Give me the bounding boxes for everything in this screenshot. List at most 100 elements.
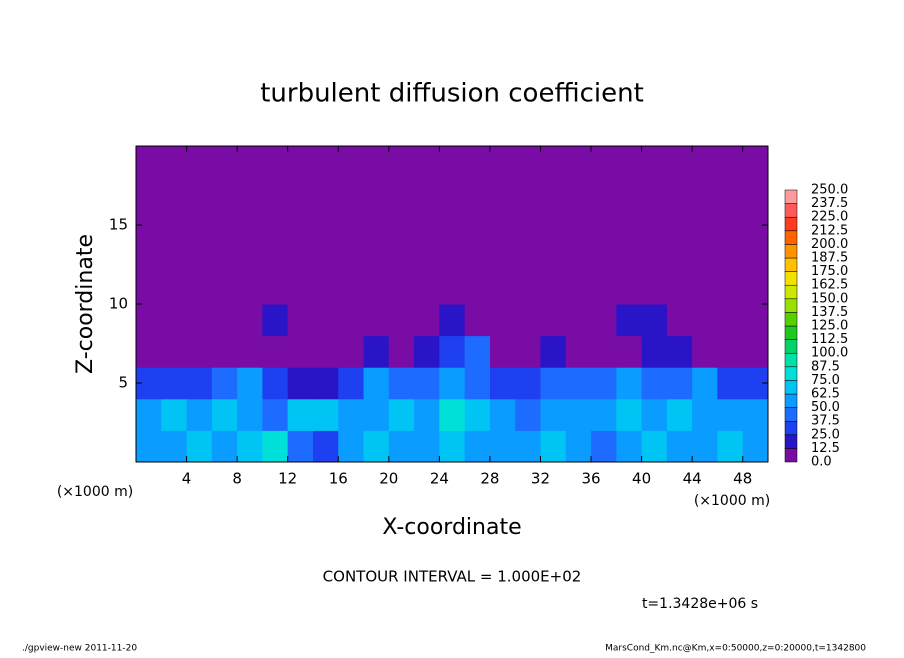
contour-interval: CONTOUR INTERVAL = 1.000E+02 bbox=[323, 568, 582, 586]
heat-cell bbox=[136, 398, 162, 431]
heat-cell bbox=[312, 272, 339, 305]
y-axis-label: Z-coordinate bbox=[73, 234, 98, 374]
heat-cell bbox=[515, 430, 541, 463]
x-axis-label: X-coordinate bbox=[382, 515, 521, 540]
heat-cell bbox=[565, 240, 592, 273]
heat-cell bbox=[489, 398, 516, 431]
heat-cell bbox=[666, 177, 693, 210]
heat-cell bbox=[136, 430, 162, 463]
heat-cell bbox=[388, 240, 415, 273]
heat-cell bbox=[439, 335, 466, 368]
heat-cell bbox=[717, 177, 744, 210]
heat-cell bbox=[388, 177, 415, 210]
x-tick-label: 28 bbox=[480, 470, 499, 488]
heat-cell bbox=[211, 430, 238, 463]
heat-cell bbox=[666, 209, 693, 242]
x-tick-label: 16 bbox=[329, 470, 348, 488]
heat-cell bbox=[540, 398, 567, 431]
heat-cell bbox=[489, 177, 516, 210]
heat-cell bbox=[591, 304, 617, 337]
x-unit: (×1000 m) bbox=[694, 493, 770, 509]
heat-cell bbox=[565, 430, 592, 463]
heat-cell bbox=[338, 304, 365, 337]
heat-cell bbox=[414, 177, 440, 210]
heat-cell bbox=[717, 335, 744, 368]
heat-cell bbox=[287, 335, 314, 368]
colorbar-swatch bbox=[784, 312, 798, 327]
heat-cell bbox=[211, 240, 238, 273]
heat-cell bbox=[717, 304, 744, 337]
heat-cell bbox=[540, 367, 567, 400]
heat-cell bbox=[186, 335, 213, 368]
heat-cell bbox=[211, 272, 238, 305]
heat-cell bbox=[414, 430, 440, 463]
heat-cell bbox=[717, 209, 744, 242]
x-tick-label: 40 bbox=[632, 470, 651, 488]
heat-cell bbox=[489, 209, 516, 242]
colorbar-label: 150.0 bbox=[811, 291, 848, 306]
heat-cell bbox=[464, 367, 491, 400]
heat-cell bbox=[262, 398, 289, 431]
heat-cell bbox=[464, 209, 491, 242]
heat-cell bbox=[388, 272, 415, 305]
y-unit: (×1000 m) bbox=[57, 484, 133, 500]
heat-cell bbox=[414, 240, 440, 273]
colorbar-label: 100.0 bbox=[811, 346, 848, 361]
heat-cell bbox=[262, 272, 289, 305]
heat-cell bbox=[742, 304, 769, 337]
colorbar-label: 37.5 bbox=[811, 414, 840, 429]
colorbar-label: 0.0 bbox=[811, 455, 832, 470]
x-tick-label: 4 bbox=[182, 470, 192, 488]
heat-cell bbox=[540, 146, 567, 179]
heat-cell bbox=[414, 304, 440, 337]
colorbar-swatch bbox=[784, 380, 798, 395]
heat-cell bbox=[692, 146, 718, 179]
heat-cell bbox=[211, 304, 238, 337]
heat-cell bbox=[287, 209, 314, 242]
x-tick-label: 44 bbox=[683, 470, 702, 488]
y-tick-label: 5 bbox=[118, 374, 128, 392]
heat-cell bbox=[136, 304, 162, 337]
time-label: t=1.3428e+06 s bbox=[642, 596, 758, 612]
colorbar-label: 125.0 bbox=[811, 319, 848, 334]
heat-cell bbox=[287, 304, 314, 337]
colorbar-swatch bbox=[784, 189, 798, 204]
heat-cell bbox=[666, 240, 693, 273]
chart-title: turbulent diffusion coefficient bbox=[260, 79, 644, 109]
heat-cell bbox=[161, 398, 188, 431]
heat-cell bbox=[237, 209, 263, 242]
heat-cell bbox=[540, 209, 567, 242]
heat-cell bbox=[489, 146, 516, 179]
colorbar-label: 250.0 bbox=[811, 183, 848, 198]
heat-cell bbox=[616, 367, 643, 400]
heat-cell bbox=[287, 398, 314, 431]
heat-cell bbox=[717, 367, 744, 400]
colorbar-label: 212.5 bbox=[811, 223, 848, 238]
heat-cell bbox=[363, 177, 390, 210]
heat-cell bbox=[312, 430, 339, 463]
heat-cell bbox=[540, 304, 567, 337]
heat-cell bbox=[262, 304, 289, 337]
heat-cell bbox=[136, 146, 162, 179]
colorbar-label: 12.5 bbox=[811, 441, 840, 456]
heat-cell bbox=[666, 430, 693, 463]
heat-cell bbox=[136, 240, 162, 273]
heat-cell bbox=[211, 398, 238, 431]
heat-cell bbox=[666, 398, 693, 431]
colorbar-label: 25.0 bbox=[811, 427, 840, 442]
heat-cell bbox=[565, 304, 592, 337]
heat-cell bbox=[591, 367, 617, 400]
colorbar-label: 162.5 bbox=[811, 278, 848, 293]
heat-cell bbox=[414, 146, 440, 179]
heat-cell bbox=[312, 240, 339, 273]
heat-cell bbox=[464, 430, 491, 463]
heat-cell bbox=[439, 430, 466, 463]
heat-cell bbox=[641, 177, 668, 210]
heat-cell bbox=[262, 209, 289, 242]
heat-cell bbox=[540, 240, 567, 273]
heat-cell bbox=[186, 177, 213, 210]
heat-cell bbox=[666, 304, 693, 337]
heat-cell bbox=[312, 177, 339, 210]
heat-cell bbox=[136, 177, 162, 210]
heat-cell bbox=[161, 367, 188, 400]
